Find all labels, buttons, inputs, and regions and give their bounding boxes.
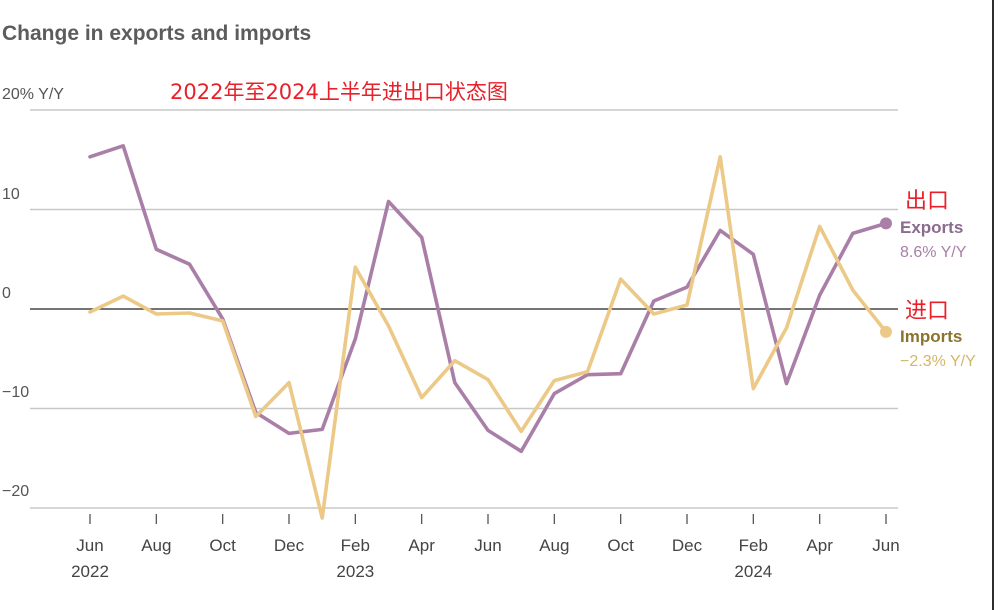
x-tick-label: Aug (141, 536, 172, 555)
exports-cn-label: 出口 (905, 189, 950, 214)
x-tick-label: Dec (273, 536, 305, 555)
imports-endpoint (880, 325, 892, 338)
imports-latest-value: −2.3% Y/Y (900, 353, 976, 370)
x-tick-label: Dec (671, 536, 703, 555)
x-tick-label: Oct (607, 536, 634, 555)
x-tick-label: Jun (872, 536, 900, 555)
x-tick-label: Aug (539, 536, 570, 555)
x-tick-label: Oct (209, 536, 236, 555)
imports-series-label: Imports (900, 327, 963, 346)
y-tick-label: 10 (2, 186, 20, 203)
chart-title: Change in exports and imports (2, 22, 312, 45)
x-tick-label: Apr (806, 536, 833, 555)
right-edge-rule (992, 0, 994, 610)
y-tick-label: 20% Y/Y (2, 86, 64, 103)
y-tick-label: −20 (2, 483, 30, 500)
x-tick-label: Feb (738, 536, 768, 555)
x-tick-label: Feb (340, 536, 370, 555)
exports-line (88, 144, 888, 454)
x-year-label: 2024 (734, 562, 773, 581)
y-tick-label: −10 (2, 384, 30, 401)
exports-endpoint (880, 217, 892, 230)
exports-series-label: Exports (900, 218, 964, 237)
imports-line (88, 155, 888, 520)
x-tick-label: Jun (76, 536, 104, 555)
x-year-label: 2022 (71, 562, 109, 581)
y-tick-label: 0 (2, 285, 11, 302)
exports-latest-value: 8.6% Y/Y (900, 244, 967, 261)
chart-annotation: 2022年至2024上半年进出口状态图 (170, 80, 508, 104)
x-year-label: 2023 (336, 562, 375, 581)
x-tick-label: Jun (474, 536, 502, 555)
x-tick-label: Apr (408, 536, 435, 555)
imports-cn-label: 进口 (905, 299, 950, 324)
